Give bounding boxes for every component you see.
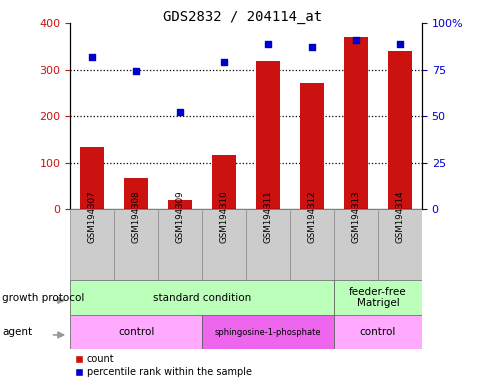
Point — [307, 44, 315, 50]
Bar — [300, 83, 323, 209]
Bar — [245, 209, 289, 280]
Bar — [70, 315, 202, 349]
Text: GSM194311: GSM194311 — [263, 191, 272, 243]
Bar — [387, 51, 411, 209]
Text: control: control — [118, 327, 154, 337]
Text: GSM194310: GSM194310 — [219, 191, 228, 243]
Point — [176, 109, 184, 116]
Text: growth protocol: growth protocol — [2, 293, 85, 303]
Legend: count, percentile rank within the sample: count, percentile rank within the sample — [75, 354, 251, 377]
Bar — [333, 315, 421, 349]
Text: sphingosine-1-phosphate: sphingosine-1-phosphate — [214, 328, 321, 337]
Bar — [212, 155, 236, 209]
Text: standard condition: standard condition — [153, 293, 251, 303]
Point — [395, 40, 403, 46]
Bar — [80, 147, 104, 209]
Text: GSM194313: GSM194313 — [351, 191, 360, 243]
Point — [132, 68, 140, 74]
Bar — [114, 209, 158, 280]
Text: GDS2832 / 204114_at: GDS2832 / 204114_at — [163, 10, 321, 23]
Bar — [289, 209, 333, 280]
Bar — [377, 209, 421, 280]
Point — [264, 40, 272, 46]
Bar — [202, 315, 333, 349]
Bar — [70, 280, 333, 315]
Text: GSM194312: GSM194312 — [307, 191, 316, 243]
Bar — [333, 209, 377, 280]
Bar — [256, 61, 280, 209]
Point — [220, 59, 227, 65]
Text: GSM194309: GSM194309 — [175, 191, 184, 243]
Point — [351, 37, 359, 43]
Text: feeder-free
Matrigel: feeder-free Matrigel — [348, 287, 406, 308]
Point — [88, 53, 96, 60]
Bar — [70, 209, 114, 280]
Bar — [343, 37, 367, 209]
Bar — [168, 200, 192, 209]
Bar — [158, 209, 202, 280]
Text: GSM194307: GSM194307 — [88, 191, 97, 243]
Bar — [333, 280, 421, 315]
Bar — [124, 178, 148, 209]
Text: GSM194308: GSM194308 — [132, 191, 140, 243]
Text: GSM194314: GSM194314 — [394, 191, 404, 243]
Text: agent: agent — [2, 327, 32, 337]
Text: control: control — [359, 327, 395, 337]
Bar — [202, 209, 245, 280]
